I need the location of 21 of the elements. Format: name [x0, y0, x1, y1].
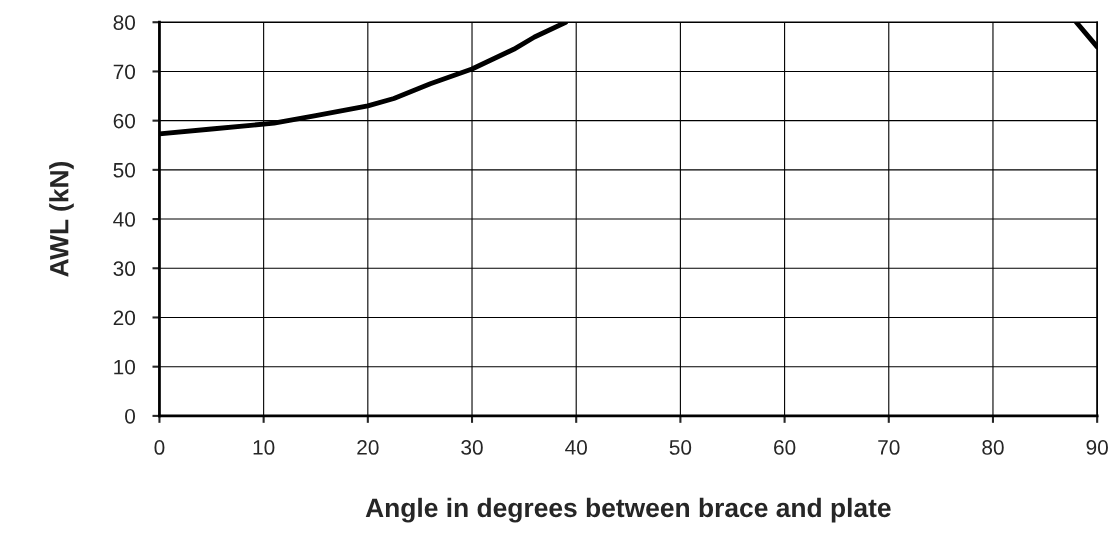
x-tick-label: 10	[253, 440, 275, 455]
y-tick-label: 60	[113, 113, 136, 129]
y-tick-label: 10	[114, 359, 136, 375]
y-tick-label: 30	[113, 261, 136, 277]
y-tick-label: 70	[113, 64, 136, 80]
y-axis-title: AWL (kN)	[49, 161, 74, 277]
x-tick-label: 50	[669, 440, 692, 455]
x-tick-label: 0	[154, 440, 165, 455]
x-tick-label: 80	[982, 440, 1004, 455]
x-tick-label: 40	[565, 440, 587, 455]
y-tick-label: 50	[113, 162, 136, 178]
x-tick-label: 90	[1086, 440, 1108, 455]
x-tick-label: 70	[878, 440, 900, 455]
x-tick-label: 20	[357, 440, 379, 455]
x-tick-label: 30	[461, 440, 483, 455]
y-tick-label: 20	[113, 310, 136, 326]
x-axis-title: Angle in degrees between brace and plate	[365, 497, 891, 523]
x-tick-label: 60	[774, 440, 796, 455]
y-tick-label: 80	[113, 15, 136, 30]
y-tick-label: 40	[113, 212, 136, 227]
y-tick-label: 0	[125, 408, 136, 424]
